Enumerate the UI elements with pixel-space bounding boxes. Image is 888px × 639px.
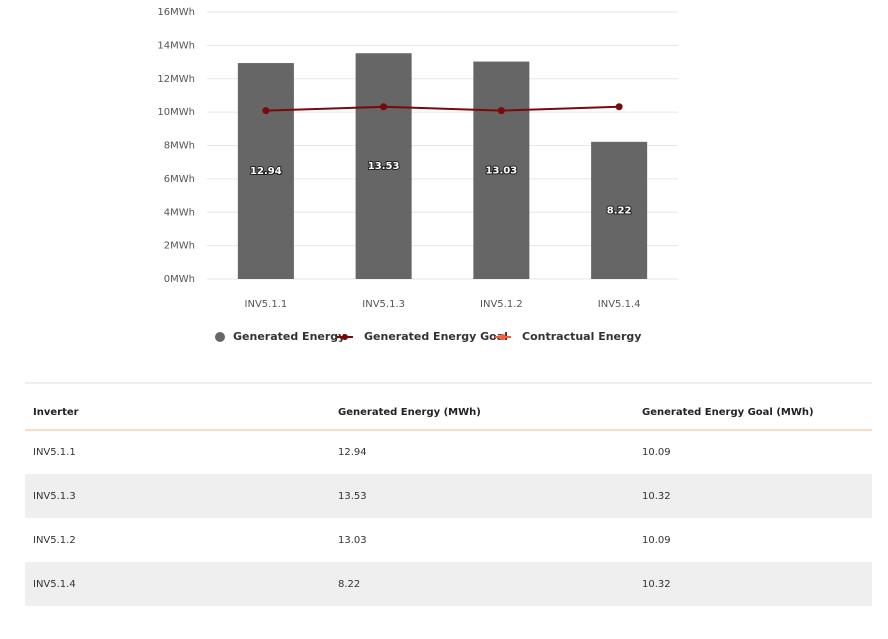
x-tick-label: INV5.1.2: [480, 299, 523, 310]
table-cell: 8.22: [338, 579, 360, 590]
legend-marker: [500, 334, 506, 340]
data-label: 8.22: [607, 205, 632, 216]
table-cell: 10.32: [642, 491, 671, 502]
table-header: Inverter: [33, 407, 79, 418]
table-row-bg: [25, 562, 872, 606]
data-label: 13.53: [368, 161, 400, 172]
legend-label: Generated Energy: [233, 330, 345, 343]
table-cell: 10.09: [642, 447, 671, 458]
line-point: [262, 107, 270, 115]
bar: [355, 53, 412, 279]
table-cell: 13.03: [338, 535, 367, 546]
y-tick-label: 2MWh: [164, 241, 195, 252]
legend-marker: [215, 332, 225, 342]
line: [265, 105, 620, 112]
x-tick-label: INV5.1.4: [598, 299, 641, 310]
table-row-bg: [25, 474, 872, 518]
y-tick-label: 6MWh: [164, 174, 195, 185]
y-tick-label: 16MWh: [157, 7, 195, 18]
y-tick-label: 10MWh: [157, 107, 195, 118]
table-cell: 10.32: [642, 579, 671, 590]
table-cell: INV5.1.2: [33, 535, 76, 546]
table-header: Generated Energy (MWh): [338, 407, 481, 418]
line-point: [497, 107, 505, 115]
legend-label: Contractual Energy: [522, 330, 641, 343]
table-cell: INV5.1.3: [33, 491, 76, 502]
y-tick-label: 12MWh: [157, 74, 195, 85]
y-tick-label: 4MWh: [164, 207, 195, 218]
table-cell: 10.09: [642, 535, 671, 546]
bar: [473, 61, 530, 279]
bar: [591, 141, 648, 279]
data-label: 13.03: [486, 165, 518, 176]
table-cell: INV5.1.4: [33, 579, 76, 590]
y-tick-label: 14MWh: [157, 40, 195, 51]
legend-marker: [342, 334, 348, 340]
line-point: [380, 103, 388, 111]
table-cell: INV5.1.1: [33, 447, 76, 458]
data-label: 12.94: [250, 166, 282, 177]
legend-label: Generated Energy Goal: [364, 330, 508, 343]
x-tick-label: INV5.1.3: [362, 299, 405, 310]
y-tick-label: 0MWh: [164, 274, 195, 285]
table-cell: 13.53: [338, 491, 367, 502]
bar: [237, 63, 294, 279]
table-header: Generated Energy Goal (MWh): [642, 407, 814, 418]
line-point: [615, 103, 623, 111]
x-tick-label: INV5.1.1: [245, 299, 288, 310]
table-cell: 12.94: [338, 447, 367, 458]
y-tick-label: 8MWh: [164, 141, 195, 152]
